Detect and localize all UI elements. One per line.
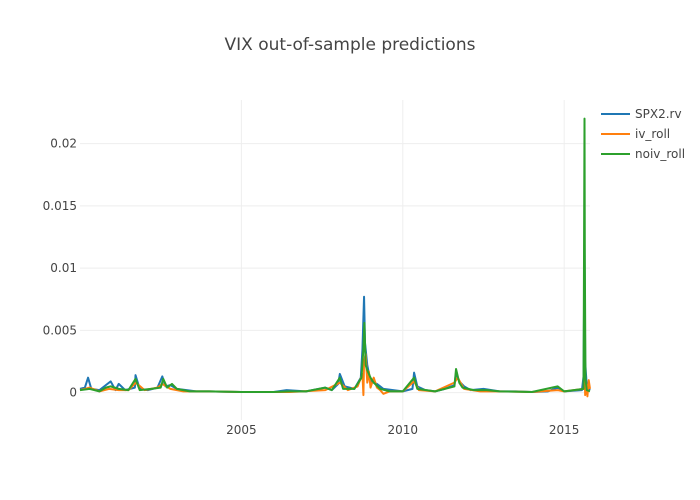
chart-title: VIX out-of-sample predictions (225, 35, 476, 55)
y-tick-label: 0.015 (43, 199, 77, 213)
grid (80, 100, 590, 420)
y-tick-label: 0.02 (50, 137, 77, 151)
x-axis: 2005 2010 2015 (226, 423, 579, 437)
plot-area (79, 117, 591, 398)
y-axis: 0 0.005 0.01 0.015 0.02 (43, 137, 77, 400)
legend-item[interactable]: iv_roll (601, 127, 670, 141)
y-tick-label: 0.01 (50, 261, 77, 275)
legend-label: SPX2.rv (635, 107, 682, 121)
legend-label: noiv_roll (635, 147, 685, 161)
legend-label: iv_roll (635, 127, 670, 141)
y-tick-label: 0 (69, 386, 77, 400)
legend-item[interactable]: noiv_roll (601, 147, 685, 161)
x-tick-label: 2005 (226, 423, 257, 437)
x-tick-label: 2010 (388, 423, 419, 437)
legend-item[interactable]: SPX2.rv (601, 107, 682, 121)
y-tick-label: 0.005 (43, 323, 77, 337)
x-tick-label: 2015 (549, 423, 580, 437)
legend[interactable]: SPX2.rv iv_roll noiv_roll (601, 107, 685, 161)
series-line-noiv-roll (79, 117, 591, 393)
